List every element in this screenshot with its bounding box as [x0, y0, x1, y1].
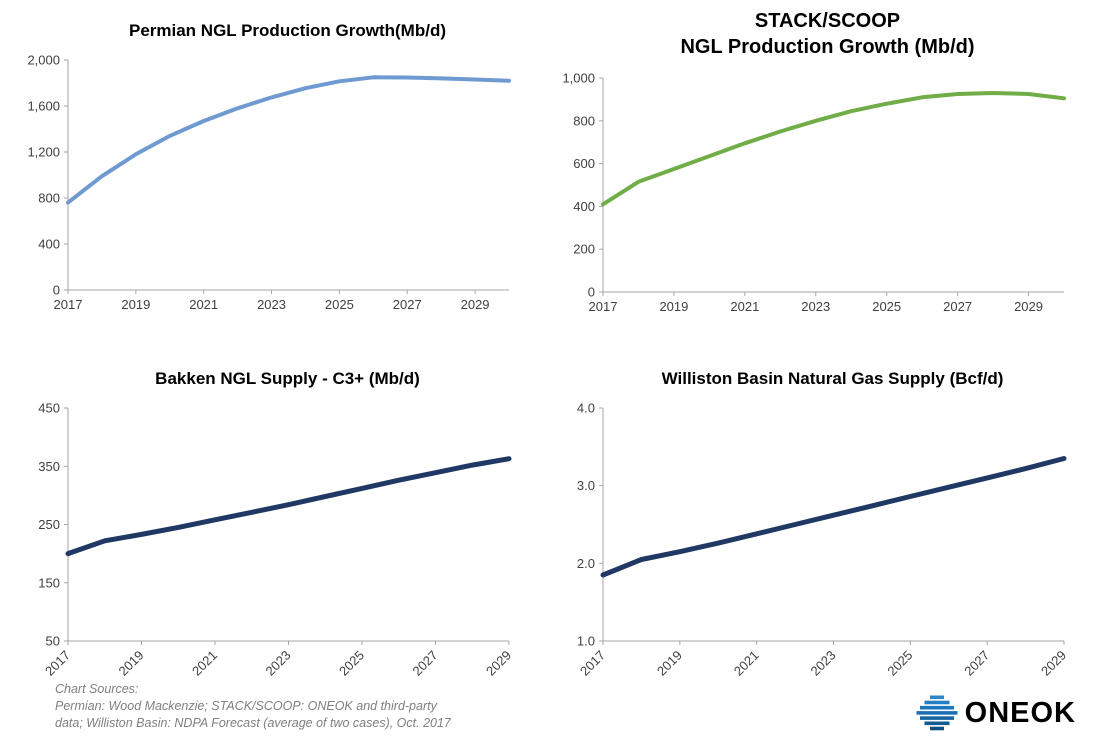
- svg-text:2.0: 2.0: [577, 556, 595, 571]
- svg-text:2021: 2021: [189, 297, 218, 312]
- svg-text:4.0: 4.0: [577, 401, 595, 416]
- svg-text:2023: 2023: [257, 297, 286, 312]
- svg-text:2023: 2023: [808, 648, 839, 679]
- svg-text:2025: 2025: [872, 299, 901, 314]
- svg-text:2019: 2019: [654, 648, 685, 679]
- svg-text:2021: 2021: [189, 648, 220, 679]
- stack-scoop-chart-panel: STACK/SCOOP NGL Production Growth (Mb/d)…: [555, 8, 1080, 325]
- svg-text:1,200: 1,200: [27, 145, 60, 160]
- svg-text:800: 800: [38, 191, 60, 206]
- permian-chart-panel: Permian NGL Production Growth(Mb/d) 0 400…: [20, 20, 525, 323]
- svg-text:2025: 2025: [336, 648, 367, 679]
- svg-text:2023: 2023: [801, 299, 830, 314]
- svg-text:0: 0: [53, 283, 60, 298]
- svg-text:2021: 2021: [731, 648, 762, 679]
- svg-text:2029: 2029: [461, 297, 490, 312]
- svg-text:2019: 2019: [116, 648, 147, 679]
- oneok-logo-text: ONEOK: [964, 696, 1076, 729]
- bakken-chart-title: Bakken NGL Supply - C3+ (Mb/d): [155, 369, 420, 388]
- svg-text:2023: 2023: [263, 648, 294, 679]
- svg-text:150: 150: [38, 575, 60, 590]
- svg-text:2019: 2019: [659, 299, 688, 314]
- svg-text:450: 450: [38, 401, 60, 416]
- svg-text:2017: 2017: [577, 648, 608, 679]
- svg-text:2017: 2017: [42, 648, 73, 679]
- svg-text:2017: 2017: [54, 297, 83, 312]
- svg-text:2027: 2027: [943, 299, 972, 314]
- svg-text:400: 400: [38, 237, 60, 252]
- svg-text:1,000: 1,000: [562, 71, 595, 86]
- svg-text:600: 600: [573, 156, 595, 171]
- bakken-chart-panel: Bakken NGL Supply - C3+ (Mb/d) 50 150 250 3…: [20, 368, 525, 698]
- williston-chart-panel: Williston Basin Natural Gas Supply (Bcf/…: [555, 368, 1080, 698]
- bakken-chart: 50 150 250 350 450 2017 2019 2021 2023 2025 2027 20…: [38, 401, 514, 679]
- svg-text:800: 800: [573, 113, 595, 128]
- permian-chart: 0 400 800 1,200 1,600 2,000 2017 2019 2021 2023 20…: [27, 53, 511, 312]
- svg-text:2029: 2029: [1014, 299, 1043, 314]
- svg-text:2029: 2029: [1038, 648, 1069, 679]
- oneok-logo: ONEOK: [916, 694, 1076, 732]
- chart-sources-note: Chart Sources: Permian: Wood Mackenzie; …: [55, 682, 451, 730]
- svg-text:400: 400: [573, 199, 595, 214]
- svg-text:1.0: 1.0: [577, 634, 595, 649]
- svg-text:0: 0: [588, 285, 595, 300]
- svg-text:2019: 2019: [121, 297, 150, 312]
- svg-text:2021: 2021: [730, 299, 759, 314]
- svg-text:2,000: 2,000: [27, 53, 60, 68]
- svg-text:2027: 2027: [410, 648, 441, 679]
- svg-text:1,600: 1,600: [27, 99, 60, 114]
- svg-text:350: 350: [38, 459, 60, 474]
- stack-scoop-chart-title: STACK/SCOOP NGL Production Growth (Mb/d): [680, 10, 975, 58]
- svg-text:2027: 2027: [393, 297, 422, 312]
- svg-text:2017: 2017: [589, 299, 618, 314]
- oneok-logo-icon: [916, 695, 958, 731]
- williston-chart: 1.0 2.0 3.0 4.0 2017 2019 2021 2023 2025 2027 2029: [577, 401, 1069, 679]
- svg-text:50: 50: [46, 634, 60, 649]
- svg-text:250: 250: [38, 517, 60, 532]
- permian-chart-title: Permian NGL Production Growth(Mb/d): [128, 21, 446, 40]
- svg-text:200: 200: [573, 242, 595, 257]
- williston-chart-title: Williston Basin Natural Gas Supply (Bcf/…: [661, 369, 1004, 388]
- svg-text:2027: 2027: [961, 648, 992, 679]
- stack-scoop-chart: 0 200 400 600 800 1,000 2017 2019 2021 2023 2025 20…: [562, 71, 1066, 314]
- svg-text:2025: 2025: [884, 648, 915, 679]
- svg-text:2029: 2029: [483, 648, 514, 679]
- svg-text:2025: 2025: [325, 297, 354, 312]
- svg-text:3.0: 3.0: [577, 478, 595, 493]
